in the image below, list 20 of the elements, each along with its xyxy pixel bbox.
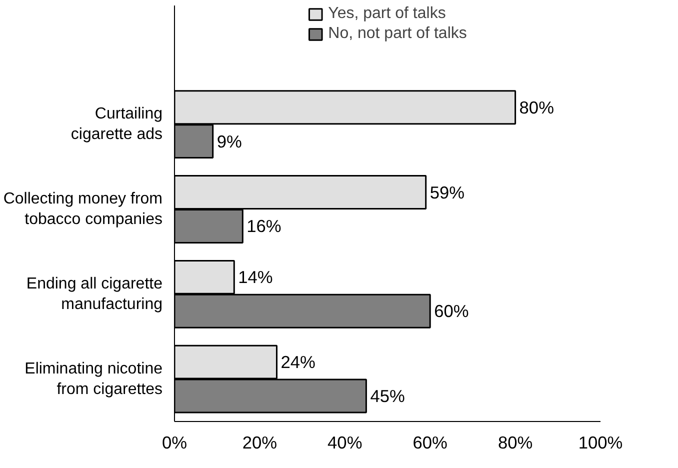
y-tick-label: Eliminating nicotine from cigarettes bbox=[24, 360, 163, 398]
x-tick-label: 0% bbox=[162, 432, 188, 452]
x-tick-label: 40% bbox=[328, 432, 362, 452]
x-tick-label: 60% bbox=[412, 432, 448, 452]
x-tick-label: 80% bbox=[498, 432, 533, 452]
legend-label: Yes, part of talks bbox=[328, 5, 446, 23]
data-label: 16% bbox=[246, 216, 282, 236]
x-tick-label: 100% bbox=[578, 432, 623, 452]
data-label: 9% bbox=[216, 131, 242, 152]
data-label: 59% bbox=[430, 182, 465, 202]
data-label: 60% bbox=[434, 301, 469, 322]
y-tick-label: Curtailing cigarette ads bbox=[70, 106, 163, 144]
x-tick-label: 20% bbox=[242, 432, 278, 452]
legend-label: No, not part of talks bbox=[328, 25, 467, 43]
y-tick-label: Ending all cigarette manufacturing bbox=[26, 275, 163, 313]
data-label: 80% bbox=[519, 97, 554, 118]
data-label: 45% bbox=[370, 386, 405, 406]
data-label: 24% bbox=[280, 352, 316, 372]
data-label: 14% bbox=[238, 267, 273, 288]
y-tick-label: Collecting money from tobacco companies bbox=[3, 190, 162, 228]
